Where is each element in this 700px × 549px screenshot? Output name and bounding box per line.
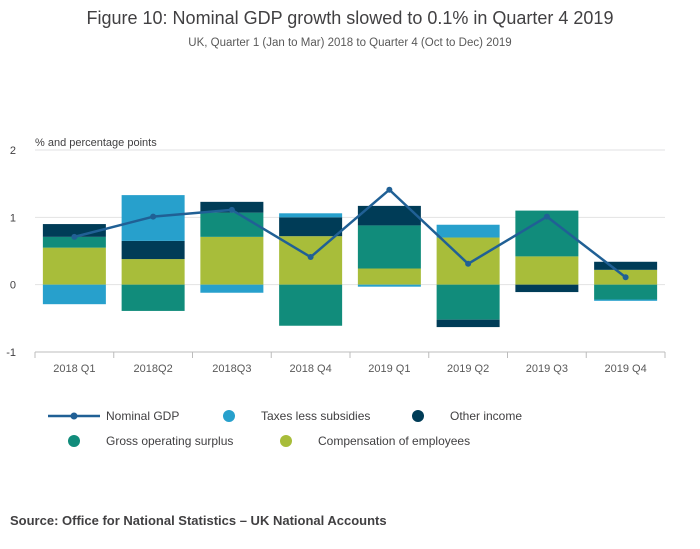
- legend-gross-operating-surplus-swatch: [68, 435, 80, 447]
- nominal-gdp-point: [622, 274, 629, 281]
- bar-other-income: [436, 319, 500, 328]
- y-tick-label: 0: [10, 280, 16, 292]
- nominal-gdp-line: [71, 186, 629, 281]
- chart-title: Figure 10: Nominal GDP growth slowed to …: [86, 8, 614, 28]
- chart-subtitle: UK, Quarter 1 (Jan to Mar) 2018 to Quart…: [188, 37, 512, 49]
- bar-compensation-of-employees: [515, 256, 579, 285]
- bar-taxes-less-subsidies: [279, 213, 343, 218]
- bar-taxes-less-subsidies: [436, 224, 500, 238]
- bar-gross-operating-surplus: [279, 284, 343, 326]
- y-tick-label: -1: [6, 347, 16, 359]
- bar-compensation-of-employees: [357, 268, 421, 285]
- nominal-gdp-line-path: [74, 188, 627, 279]
- nominal-gdp-point: [307, 254, 314, 261]
- nominal-gdp-point: [228, 206, 235, 213]
- y-tick-label: 1: [10, 212, 16, 224]
- y-axis-ticks: 2 1 0 -1: [6, 145, 16, 359]
- legend-gross-operating-surplus-label: Gross operating surplus: [106, 434, 233, 448]
- y-axis-units-label: % and percentage points: [35, 137, 157, 149]
- bar-other-income: [279, 217, 343, 237]
- bars: [42, 195, 658, 328]
- bar-gross-operating-surplus: [594, 284, 658, 300]
- chart: % and percentage points 210-1 2018 Q1 201…: [6, 137, 666, 448]
- bar-other-income: [121, 240, 185, 260]
- bar-taxes-less-subsidies: [594, 299, 658, 301]
- x-tick-label: 2019 Q3: [526, 363, 568, 375]
- nominal-gdp-point: [71, 233, 78, 240]
- nominal-gdp-point: [386, 186, 393, 193]
- x-tick-label: 2018Q2: [134, 363, 173, 375]
- bar-taxes-less-subsidies: [200, 284, 264, 293]
- bar-compensation-of-employees: [200, 236, 264, 285]
- legend-nominal-gdp-dot: [70, 412, 78, 420]
- bar-gross-operating-surplus: [357, 225, 421, 269]
- x-tick-label: 2018Q3: [212, 363, 251, 375]
- source-note: Source: Office for National Statistics –…: [10, 513, 387, 528]
- bar-gross-operating-surplus: [42, 236, 106, 248]
- x-tick-label: 2019 Q1: [368, 363, 410, 375]
- legend-taxes-less-subsidies-label: Taxes less subsidies: [261, 409, 370, 423]
- bar-gross-operating-surplus: [436, 284, 500, 320]
- legend-compensation-of-employees-label: Compensation of employees: [318, 434, 470, 448]
- nominal-gdp-point: [150, 213, 157, 220]
- x-tick-label: 2018 Q1: [53, 363, 95, 375]
- bar-compensation-of-employees: [121, 259, 185, 285]
- legend-taxes-less-subsidies-swatch: [223, 410, 235, 422]
- bar-gross-operating-surplus: [200, 212, 264, 237]
- bar-other-income: [594, 261, 658, 270]
- x-tick-label: 2019 Q4: [605, 363, 647, 375]
- bar-compensation-of-employees: [42, 247, 106, 285]
- legend-other-income-label: Other income: [450, 409, 522, 423]
- bar-taxes-less-subsidies: [357, 284, 421, 287]
- x-axis: 2018 Q1 2018Q2 2018Q3 2018 Q4 2019 Q1 2019 Q2…: [34, 351, 666, 375]
- nominal-gdp-point: [543, 213, 550, 220]
- y-tick-label: 2: [10, 145, 16, 157]
- bar-other-income: [515, 284, 579, 293]
- bar-other-income: [357, 205, 421, 226]
- x-tick-label: 2018 Q4: [290, 363, 332, 375]
- legend-compensation-of-employees-swatch: [280, 435, 292, 447]
- legend-other-income-swatch: [412, 410, 424, 422]
- nominal-gdp-point: [465, 260, 472, 267]
- x-tick-label: 2019 Q2: [447, 363, 489, 375]
- legend: Nominal GDP Taxes less subsidies Other inc…: [48, 409, 522, 448]
- legend-nominal-gdp-label: Nominal GDP: [106, 409, 179, 423]
- bar-taxes-less-subsidies: [42, 284, 106, 305]
- bar-gross-operating-surplus: [121, 284, 185, 311]
